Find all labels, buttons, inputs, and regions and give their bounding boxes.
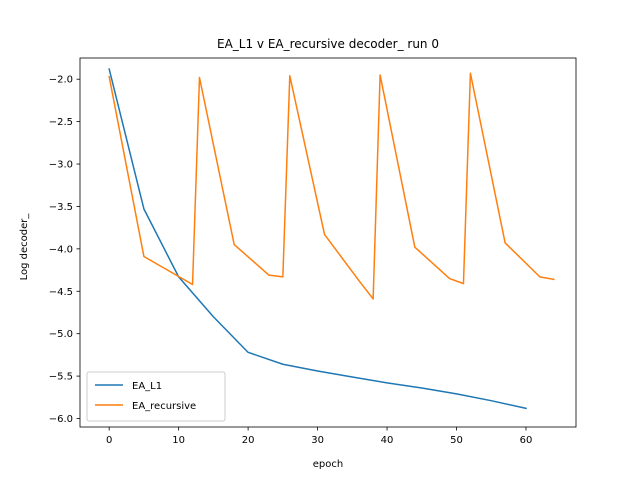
y-tick-label: −5.0 [49, 329, 73, 340]
x-tick-label: 30 [311, 435, 324, 446]
y-tick-label: −3.0 [49, 160, 73, 171]
legend: EA_L1 EA_recursive [86, 371, 226, 422]
y-tick-label: −3.5 [49, 202, 73, 213]
series-line-ea-recursive [108, 72, 555, 300]
chart-title: EA_L1 v EA_recursive decoder_ run 0 [217, 37, 439, 51]
x-tick-label: 50 [450, 435, 463, 446]
axis-ticks: 0 10 20 30 40 50 60 −6.0 −5.5 −5.0 −4.5 −4.0 −3.5 −3.… [49, 75, 533, 446]
y-tick-label: −2.5 [49, 117, 73, 128]
y-axis-label: Log decoder_ [19, 213, 30, 281]
y-tick-label: −4.5 [49, 287, 73, 298]
y-tick-label: −4.0 [49, 244, 73, 255]
y-tick-label: −2.0 [49, 75, 73, 86]
x-tick-label: 10 [172, 435, 185, 446]
y-tick-label: −6.0 [49, 414, 73, 425]
x-tick-label: 60 [520, 435, 533, 446]
plot-area [79, 57, 577, 428]
axes-frame [79, 57, 577, 428]
x-axis-label: epoch [313, 459, 343, 470]
legend-box [86, 371, 226, 422]
legend-label-ea-recursive: EA_recursive [132, 401, 196, 412]
legend-label-ea-l1: EA_L1 [132, 381, 162, 392]
y-tick-label: −5.5 [49, 372, 73, 383]
x-tick-label: 0 [106, 435, 112, 446]
x-tick-label: 40 [381, 435, 394, 446]
x-tick-label: 20 [242, 435, 255, 446]
